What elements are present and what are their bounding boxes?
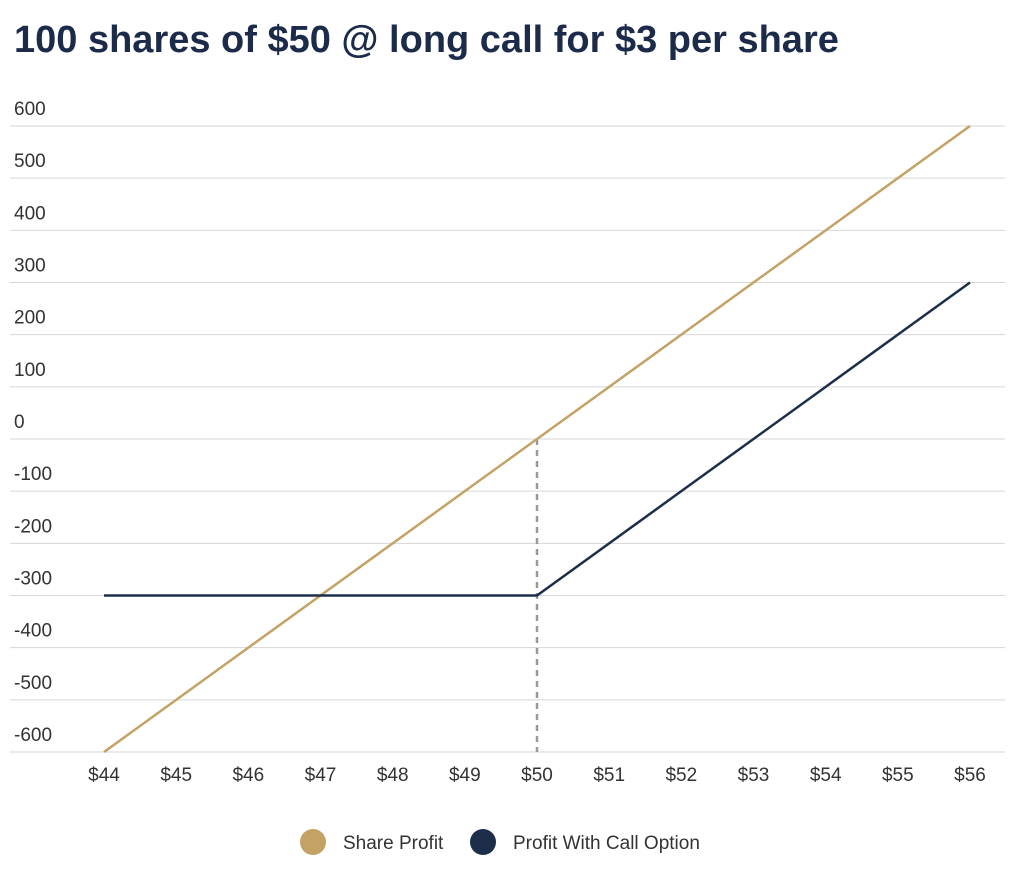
y-tick-label: -300 bbox=[14, 569, 52, 590]
x-tick-label: $49 bbox=[449, 765, 481, 786]
x-tick-label: $48 bbox=[377, 765, 409, 786]
y-tick-label: 200 bbox=[14, 308, 46, 329]
chart-title: 100 shares of $50 @ long call for $3 per… bbox=[14, 19, 839, 61]
x-tick-label: $52 bbox=[665, 765, 697, 786]
y-tick-label: -400 bbox=[14, 621, 52, 642]
y-tick-label: -200 bbox=[14, 516, 52, 537]
legend-label: Profit With Call Option bbox=[513, 833, 700, 854]
x-tick-label: $54 bbox=[810, 765, 842, 786]
legend-swatch bbox=[470, 829, 496, 855]
series-line bbox=[104, 281, 971, 597]
x-tick-label: $55 bbox=[882, 765, 914, 786]
y-tick-label: -600 bbox=[14, 725, 52, 746]
x-tick-label: $47 bbox=[305, 765, 337, 786]
y-tick-label: 400 bbox=[14, 203, 46, 224]
y-tick-label: 500 bbox=[14, 151, 46, 172]
y-tick-label: 600 bbox=[14, 99, 46, 120]
x-tick-label: $56 bbox=[954, 765, 986, 786]
x-tick-label: $45 bbox=[160, 765, 192, 786]
x-tick-label: $51 bbox=[593, 765, 625, 786]
y-tick-label: -500 bbox=[14, 673, 52, 694]
y-tick-label: 0 bbox=[14, 412, 25, 433]
legend-label: Share Profit bbox=[343, 833, 444, 854]
x-tick-label: $44 bbox=[88, 765, 120, 786]
y-tick-label: -100 bbox=[14, 464, 52, 485]
series-line bbox=[103, 124, 971, 754]
legend-swatch bbox=[300, 829, 326, 855]
y-tick-label: 100 bbox=[14, 360, 46, 381]
x-tick-label: $46 bbox=[232, 765, 264, 786]
x-tick-label: $53 bbox=[738, 765, 770, 786]
y-tick-label: 300 bbox=[14, 256, 46, 277]
x-tick-label: $50 bbox=[521, 765, 553, 786]
